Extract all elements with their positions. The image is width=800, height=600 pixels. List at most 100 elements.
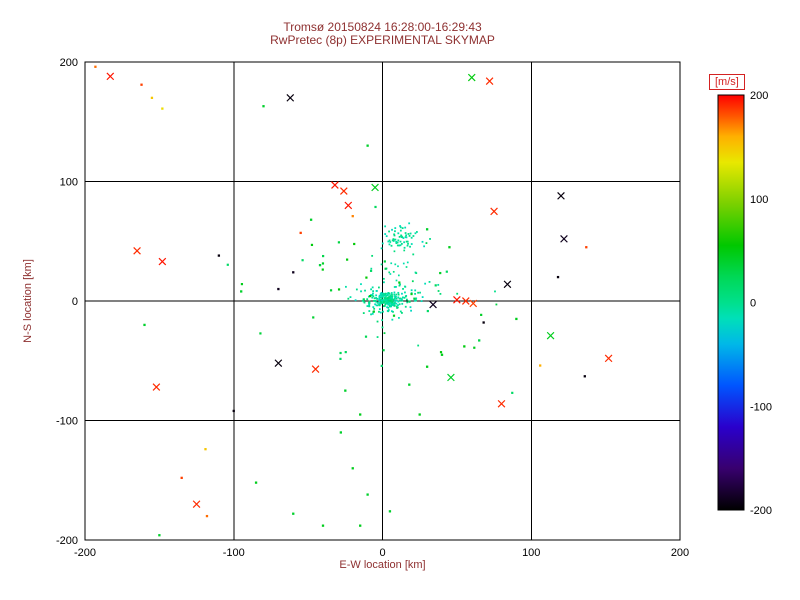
data-point [143,323,146,327]
data-point [375,290,378,292]
data-point [390,262,393,265]
data-point [274,359,283,367]
data-point [373,297,376,300]
data-point [366,144,369,147]
data-point [398,281,401,284]
data-point [399,229,402,232]
data-point [362,298,365,301]
data-point [359,413,362,416]
data-point [429,238,431,240]
data-point [380,300,383,302]
data-point [384,298,387,301]
data-point [400,298,403,301]
data-point [386,293,389,296]
colorbar-tick-label: -200 [750,505,772,517]
data-point [360,290,362,293]
data-point [299,231,302,235]
data-point [473,346,476,349]
data-point [385,294,388,297]
data-point [421,296,424,298]
data-point [310,243,314,247]
data-point [478,339,481,342]
data-point [378,310,380,313]
data-point [406,261,409,264]
data-point [392,270,395,273]
data-point [390,305,392,308]
data-point [204,448,207,451]
data-point [382,300,384,303]
data-point [389,299,392,302]
data-point [389,273,392,275]
data-point [383,299,386,301]
data-point [448,246,451,249]
data-point [399,225,402,227]
colorbar-tick-label: 0 [750,298,756,310]
data-point [425,228,429,231]
data-point [394,263,397,266]
data-point [384,225,387,228]
colorbar-unit-label: [m/s] [709,74,745,90]
data-point [383,301,385,303]
data-point [397,232,400,235]
data-point [372,290,375,293]
data-point [388,295,391,298]
data-point [401,227,404,230]
data-point [410,243,413,245]
data-point [401,299,404,302]
data-point [379,293,382,295]
data-point [409,232,412,235]
data-point [389,301,391,304]
data-point [382,292,385,295]
data-point [392,298,395,301]
data-point [369,294,372,298]
data-point [380,301,382,303]
data-point [390,244,393,247]
data-point [399,310,402,313]
data-point [372,292,374,295]
data-point [398,297,401,300]
data-point [389,294,392,297]
data-point [370,294,372,296]
data-point [391,239,394,242]
data-point [262,105,265,108]
data-point [395,305,398,308]
data-point [329,289,333,292]
data-point [353,242,356,246]
data-point [440,353,444,356]
data-point [372,306,375,309]
data-point [511,391,514,394]
data-point [405,234,408,237]
data-point [388,239,391,242]
data-point [461,297,470,305]
y-tick-label: 0 [72,296,78,308]
data-point [292,271,295,274]
data-point [399,240,402,243]
data-point [371,286,374,289]
data-point [371,296,374,299]
data-point [391,318,394,321]
data-point [497,399,506,408]
data-point [388,292,391,295]
data-point [404,232,407,234]
data-point [409,245,411,248]
data-point [371,312,374,315]
data-point [337,288,341,291]
data-point [396,299,398,302]
data-point [439,292,442,295]
data-point [351,215,354,218]
data-point [503,280,512,289]
data-point [387,309,390,311]
data-point [398,235,401,238]
data-point [385,235,388,238]
data-point [399,244,402,247]
data-point [382,349,385,352]
data-point [368,305,371,308]
data-point [380,263,383,266]
data-point [383,277,385,280]
data-point [339,351,342,355]
data-point [321,524,325,527]
data-point [404,226,407,229]
data-point [413,297,416,300]
data-point [410,289,413,292]
